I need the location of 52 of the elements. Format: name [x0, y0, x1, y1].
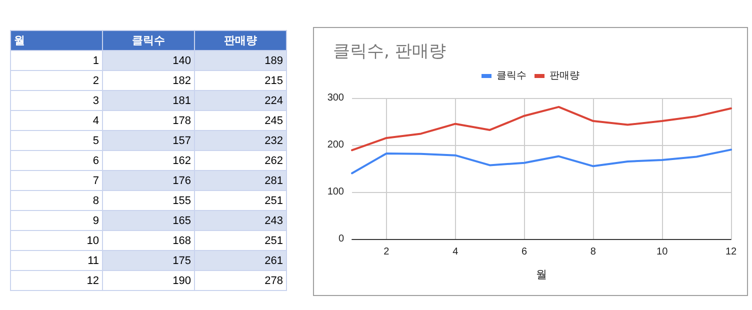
data-label: 190 [102, 270, 194, 290]
y-axis-title: 월 [10, 30, 102, 50]
y-tick-label: 1 [10, 50, 102, 70]
data-label: 162 [102, 150, 194, 170]
data-label: 178 [102, 110, 194, 130]
data-label: 232 [194, 130, 286, 150]
line-series [351, 148, 732, 174]
y-tick-label: 12 [10, 270, 102, 290]
legend-label: 판매량 [550, 70, 580, 82]
data-label: 278 [194, 270, 286, 290]
y-tick-label: 3 [10, 90, 102, 110]
data-label: 168 [102, 230, 194, 250]
y-tick-label: 6 [10, 150, 102, 170]
y-tick-label: 7 [10, 170, 102, 190]
y-tick-label: 200 [327, 140, 344, 150]
data-label: 262 [194, 150, 286, 170]
y-tick-label: 5 [10, 130, 102, 150]
y-tick-label: 300 [327, 92, 344, 104]
data-label: 189 [194, 50, 286, 70]
y-tick-label: 8 [10, 190, 102, 210]
data-label: 157 [102, 130, 194, 150]
x-tick-label: 10 [656, 246, 668, 258]
x-tick-label: 6 [521, 246, 528, 258]
data-label: 165 [102, 210, 194, 230]
x-axis-title: 월 [536, 268, 547, 281]
y-tick-label: 2 [10, 70, 102, 90]
y-tick-label: 0 [338, 234, 344, 244]
data-label: 281 [194, 170, 286, 190]
data-label: 182 [102, 70, 194, 90]
x-tick-label: 4 [452, 246, 459, 258]
data-label: 251 [194, 230, 286, 250]
data-label: 176 [102, 170, 194, 190]
data-label: 243 [194, 210, 286, 230]
data-label: 155 [102, 190, 194, 210]
y-tick-label: 9 [10, 210, 102, 230]
data-label: 261 [194, 250, 286, 270]
data-label: 224 [194, 90, 286, 110]
legend-label: 클릭수 [496, 70, 526, 82]
data-label: 140 [102, 50, 194, 70]
data-label: 175 [102, 250, 194, 270]
line-series [351, 106, 732, 152]
data-label: 251 [194, 190, 286, 210]
x-tick-label: 12 [725, 246, 737, 258]
x-tick-label: 2 [384, 246, 390, 258]
y-tick-label: 100 [327, 186, 344, 198]
data-label: 181 [102, 90, 194, 110]
chart-title: 클릭수, 판매량 [333, 42, 446, 62]
y-tick-label: 11 [10, 250, 102, 270]
y-tick-label: 4 [10, 110, 102, 130]
x-tick-label: 8 [590, 246, 596, 258]
data-label: 245 [194, 110, 286, 130]
data-label: 215 [194, 70, 286, 90]
